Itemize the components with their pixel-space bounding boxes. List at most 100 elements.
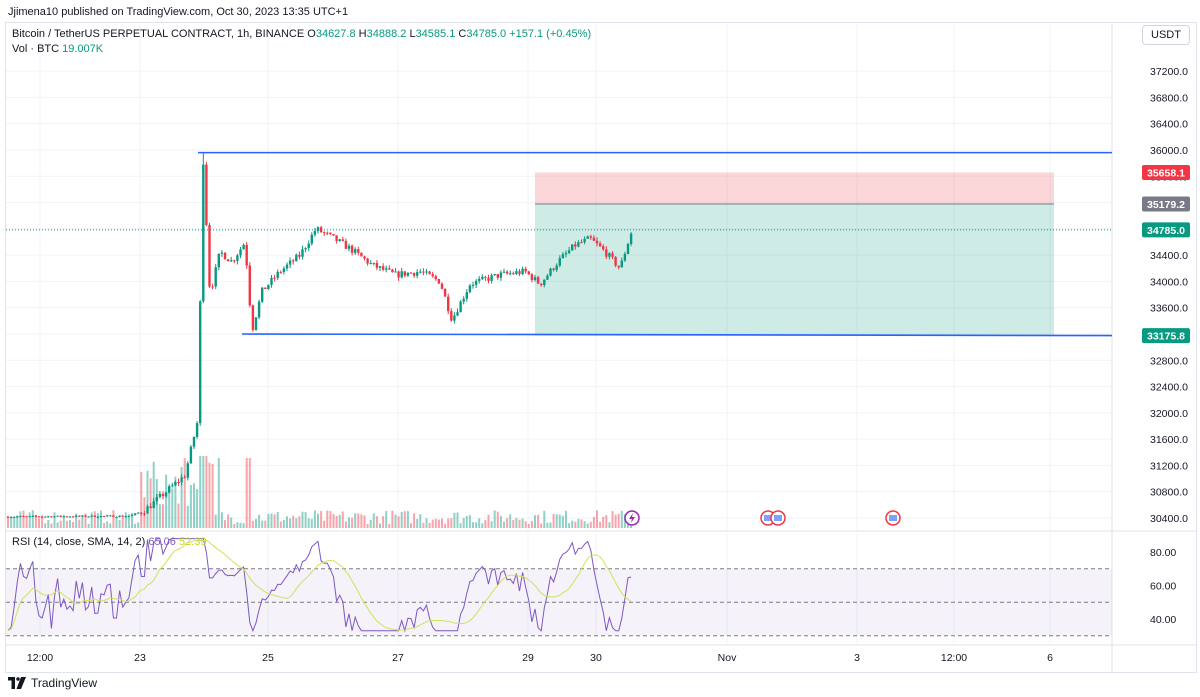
candle-body [78,515,81,517]
price-tag-label: 35179.2 [1147,199,1185,211]
volume-label[interactable]: Vol · BTC [12,43,60,55]
volume-bar [100,510,102,528]
volume-bar [403,511,406,528]
candle-body [192,437,196,447]
volume-bar [180,466,183,528]
symbol-legend: Bitcoin / TetherUS PERPETUAL CONTRACT, 1… [12,28,591,40]
candle-body [90,515,93,517]
candle-body [273,277,276,279]
volume-bar [620,510,623,528]
volume-bar [394,514,397,528]
volume-bar [413,513,416,528]
volume-bar [524,521,527,528]
volume-bar [93,511,96,528]
volume-bar [617,513,620,528]
candle-body [381,266,385,270]
volume-bar [596,510,598,528]
candle-body [81,515,84,517]
volume-bar [65,520,68,528]
volume-bar [493,510,496,528]
volume-bar [320,510,323,528]
volume-bar [227,514,230,528]
volume-bar [202,456,205,528]
candle-body [608,253,611,257]
y-axis-tick: 33600.0 [1150,303,1188,315]
volume-bar [84,513,87,528]
x-axis-tick: 30 [590,652,602,664]
candle-body [130,515,134,517]
candle-body [509,273,512,275]
volume-bar [397,516,400,528]
candle-body [512,273,515,275]
candle-body [276,271,279,278]
volume-bar [472,522,474,528]
candle-body [440,283,444,289]
volume-bar [506,518,509,528]
price-tag-entry [1142,196,1190,212]
volume-bar [109,523,112,528]
candle-body [143,513,146,515]
candle-body [164,492,168,497]
price-tag-stop [1142,164,1190,180]
candle-body [301,249,304,257]
candle-body [487,277,490,281]
y-axis-tick: 36400.0 [1150,119,1188,131]
x-axis-tick: 25 [262,652,274,664]
candle-body [84,515,87,517]
candle-body [580,242,583,244]
volume-bar [31,510,34,528]
volume-bar [174,476,177,528]
candle-body [614,256,617,266]
candle-body [195,423,199,438]
candle-body [354,249,357,253]
candle-body [422,271,425,273]
volume-bar [416,518,419,528]
y-axis-tick: 37200.0 [1150,66,1188,78]
rsi-sma-value: 52.39 [178,536,207,548]
candle-body [183,477,186,479]
candle-body [65,516,69,518]
candle-body [251,305,255,330]
volume-bar [326,510,329,528]
y-axis-tick: 32000.0 [1150,408,1188,420]
candle-body [40,516,44,518]
currency-button[interactable]: USDT [1142,25,1190,45]
candle-body [369,263,372,265]
candle-body [230,260,233,262]
price-tag-label: 34785.0 [1147,225,1185,237]
candle-body [87,516,90,518]
candle-body [161,493,165,497]
y-axis-tick: 36800.0 [1150,92,1188,104]
volume-bar [453,512,456,528]
candle-body [447,296,450,312]
volume-bar [317,513,319,528]
candle-body [180,477,183,483]
footer-brand[interactable]: TradingView [8,676,97,690]
volume-bar [555,514,558,528]
candle-body [75,515,78,517]
volume-bar [245,458,248,528]
candle-body [338,239,341,242]
volume-bar [338,514,341,528]
candle-body [481,276,484,279]
candle-body [505,271,509,274]
volume-bar [289,518,292,528]
rsi-label[interactable]: RSI (14, close, SMA, 14, 2) [12,536,146,548]
candle-body [313,231,317,235]
candle-body [106,515,109,517]
candle-body [323,232,326,234]
volume-bar [171,488,174,528]
volume-bar [459,523,462,528]
candle-body [611,253,614,257]
low-value: 34585.1 [415,28,456,40]
volume-bar [53,512,56,528]
volume-bar [106,521,109,528]
candle-body [307,243,310,249]
y-axis-tick: 34400.0 [1150,250,1188,262]
volume-bar [298,516,301,528]
volume-bar [258,514,261,528]
candle-body [571,244,574,251]
candle-body [577,242,580,247]
symbol-name[interactable]: Bitcoin / TetherUS PERPETUAL CONTRACT, 1… [12,28,305,40]
